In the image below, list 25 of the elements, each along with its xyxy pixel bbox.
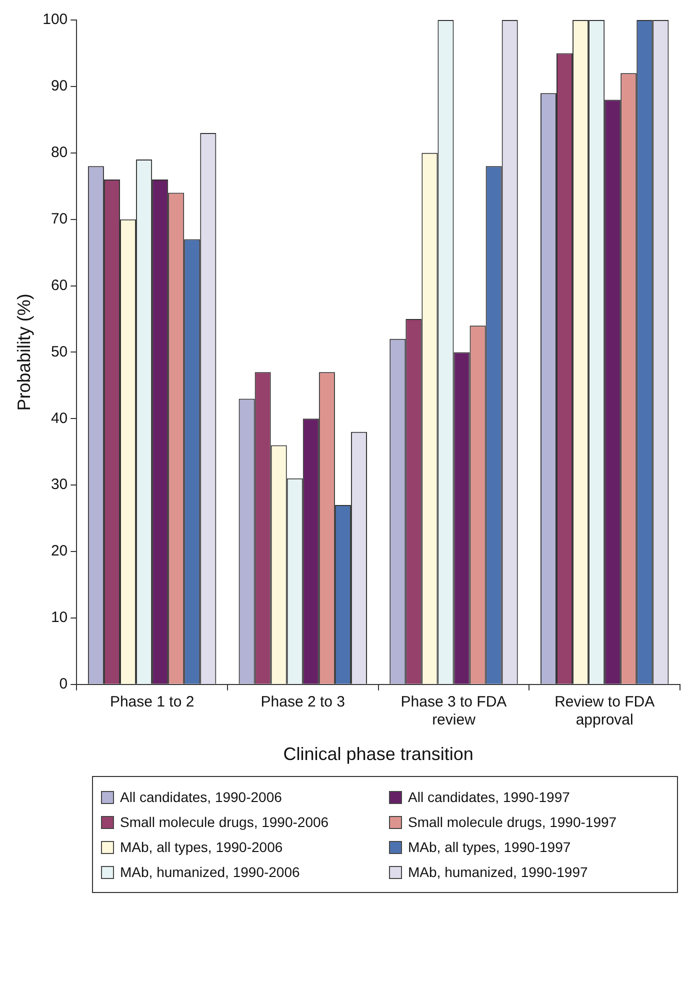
x-axis-title: Clinical phase transition — [283, 744, 474, 764]
y-tick-label: 100 — [42, 11, 68, 28]
legend-label: Small molecule drugs, 1990-2006 — [120, 814, 329, 830]
legend-label: MAb, humanized, 1990-1997 — [408, 864, 588, 880]
legend-label: MAb, humanized, 1990-2006 — [120, 864, 300, 880]
legend-label: Small molecule drugs, 1990-1997 — [408, 814, 617, 830]
y-axis-title: Probability (%) — [14, 294, 34, 411]
legend-label: All candidates, 1990-2006 — [120, 789, 282, 805]
y-tick-label: 40 — [50, 410, 68, 427]
y-tick-label: 50 — [50, 343, 68, 360]
x-tick-label: Phase 3 to FDA review — [400, 694, 507, 729]
y-tick-label: 80 — [50, 144, 68, 162]
x-tick-label: Phase 2 to 3 — [260, 694, 346, 711]
x-tick-label: Review to FDA approval — [554, 694, 655, 729]
x-tick-label: Phase 1 to 2 — [110, 694, 194, 711]
y-tick-label: 70 — [50, 210, 68, 228]
y-tick-label: 90 — [50, 78, 68, 95]
legend-label: MAb, all types, 1990-2006 — [120, 839, 283, 855]
legend-label: All candidates, 1990-1997 — [408, 789, 570, 805]
y-tick-label: 10 — [50, 609, 68, 626]
y-tick-label: 30 — [50, 476, 68, 494]
y-tick-label: 20 — [50, 542, 68, 560]
legend-label: MAb, all types, 1990-1997 — [408, 839, 571, 855]
y-tick-label: 0 — [59, 676, 68, 693]
y-tick-label: 60 — [50, 276, 68, 294]
